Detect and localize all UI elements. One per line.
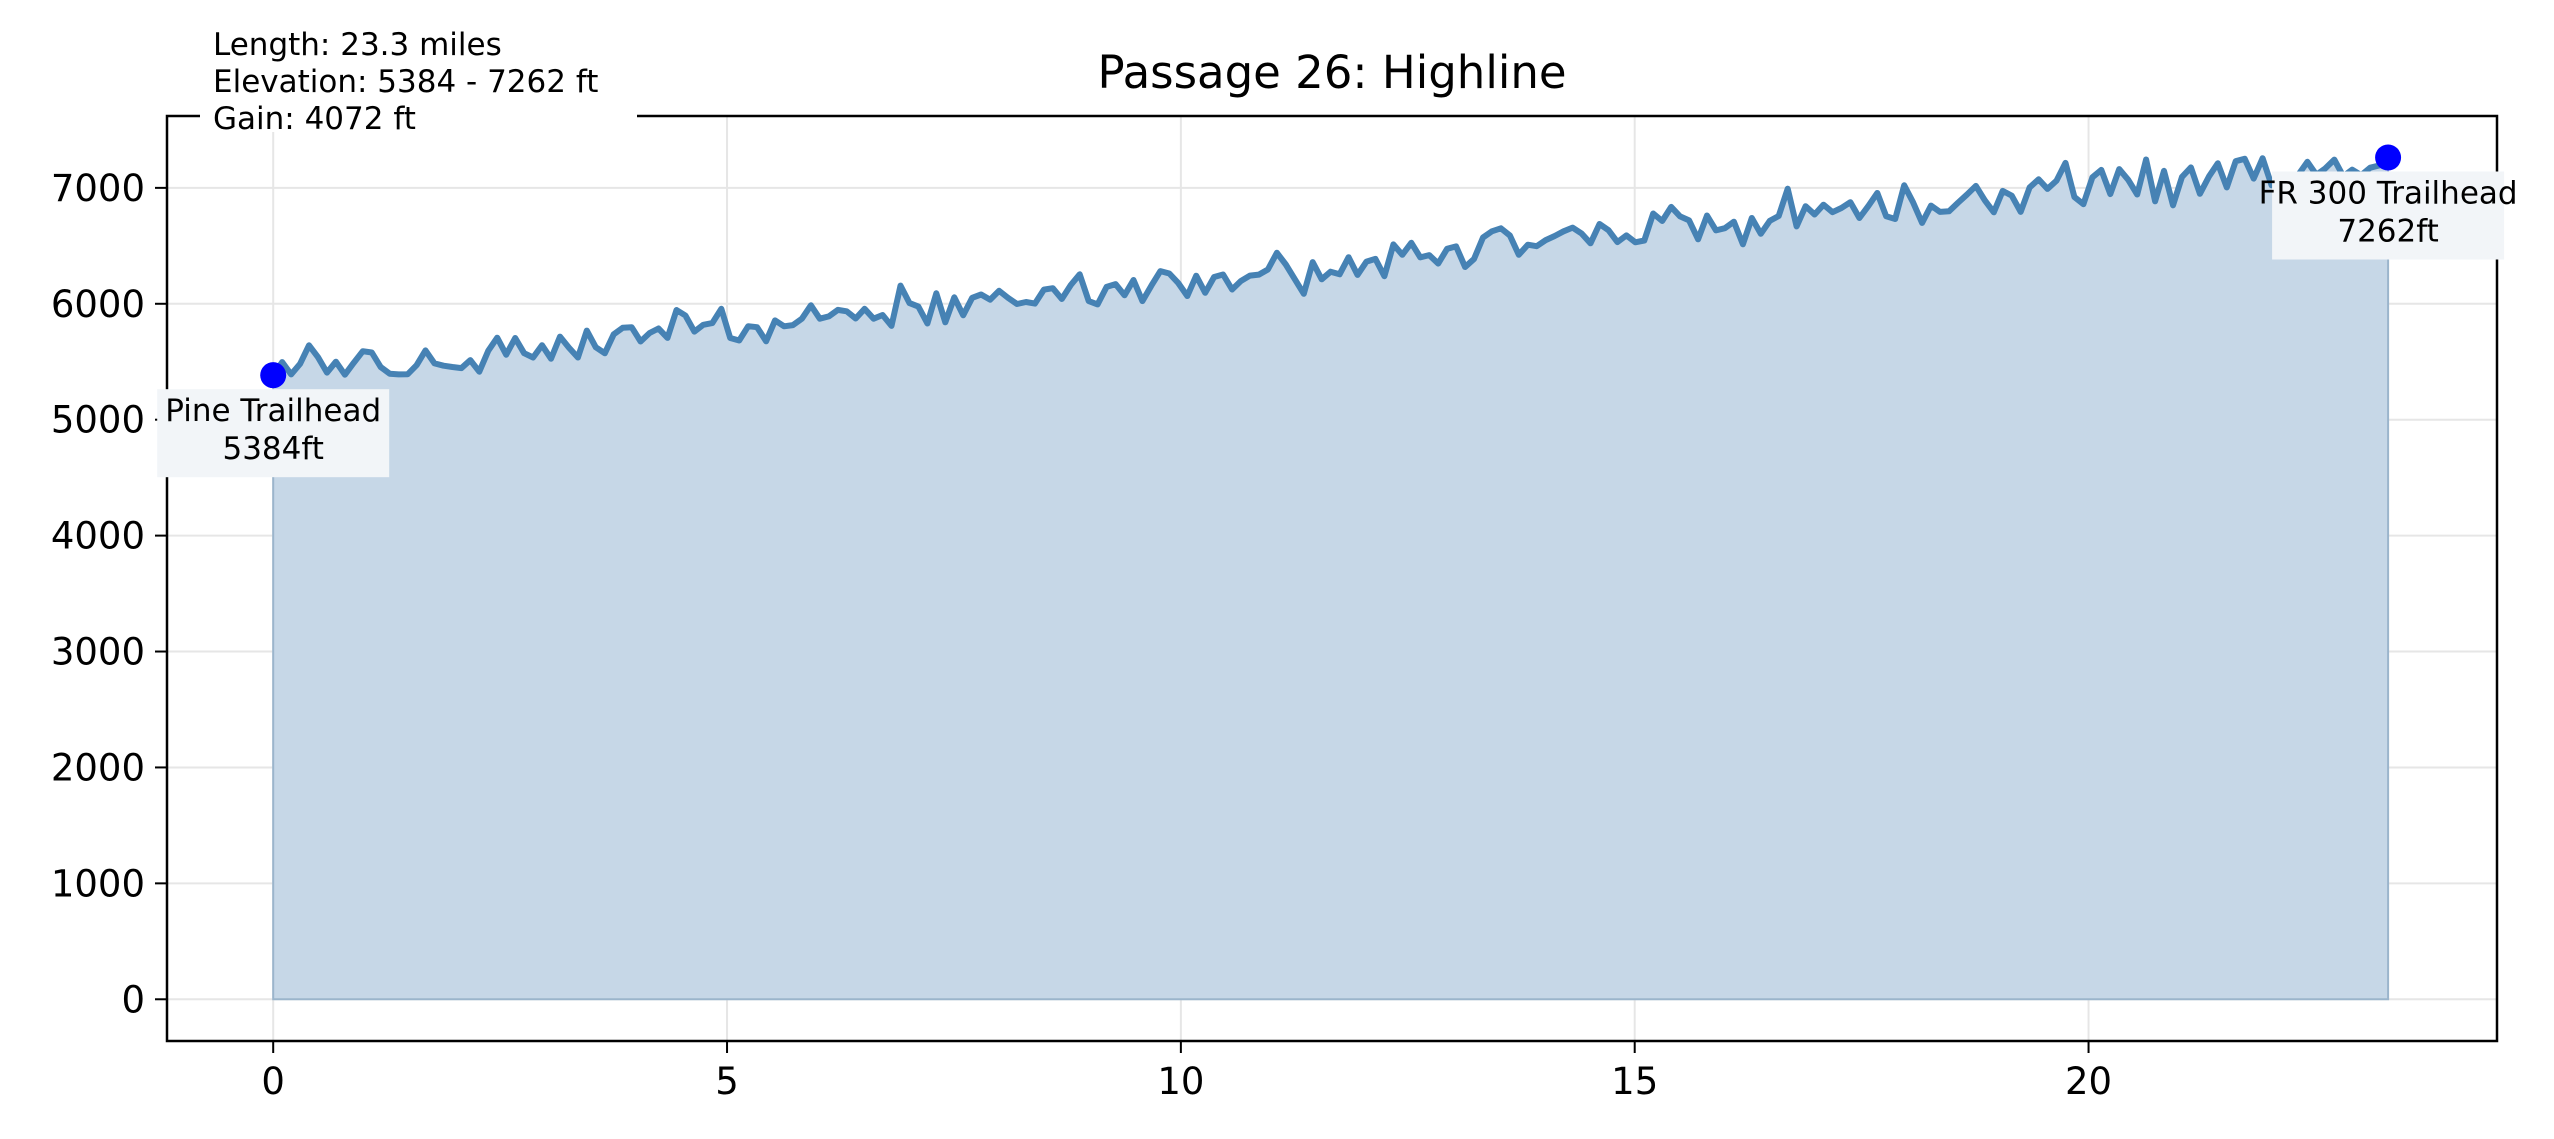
x-tick-label-0: 0 (261, 1060, 285, 1103)
annotation-name-1: FR 300 Trailhead (2259, 175, 2518, 211)
annotation-value-1: 7262ft (2337, 213, 2438, 249)
trailhead-marker-1 (2375, 144, 2402, 171)
chart-title: Passage 26: Highline (1097, 46, 1566, 99)
info-box-background (200, 22, 637, 132)
y-tick-label-6: 6000 (51, 283, 145, 326)
x-tick-label-2: 10 (1157, 1060, 1204, 1103)
info-line-2: Gain: 4072 ft (213, 101, 416, 137)
y-tick-label-5: 5000 (51, 399, 145, 442)
x-tick-label-3: 15 (1611, 1060, 1658, 1103)
axis-ticks: 0 5 10 15 20 0 1000 2000 3000 4000 5000 6000 7000 (51, 167, 2112, 1103)
y-tick-label-3: 3000 (51, 631, 145, 674)
y-tick-label-4: 4000 (51, 515, 145, 558)
info-line-0: Length: 23.3 miles (213, 27, 502, 63)
info-line-1: Elevation: 5384 - 7262 ft (213, 64, 598, 100)
y-tick-label-1: 1000 (51, 862, 145, 905)
y-tick-label-2: 2000 (51, 746, 145, 789)
annotation-box-1 (2272, 171, 2505, 260)
axes-frame (165, 114, 2499, 1043)
annotation-value-0: 5384ft (222, 431, 323, 467)
annotation-box-0 (157, 389, 390, 478)
trailhead-marker-0 (260, 362, 287, 389)
annotation-name-0: Pine Trailhead (165, 393, 381, 429)
y-tick-label-7: 7000 (51, 167, 145, 210)
y-tick-label-0: 0 (121, 978, 145, 1021)
elevation-line (270, 155, 2391, 378)
x-tick-label-4: 20 (2065, 1060, 2112, 1103)
x-tick-label-1: 5 (715, 1060, 739, 1103)
